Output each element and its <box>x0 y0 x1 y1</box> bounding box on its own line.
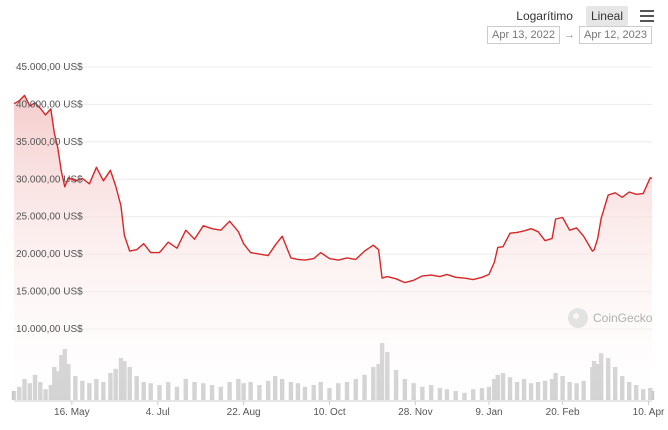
y-tick-label: 15.000,00 US$ <box>16 287 83 298</box>
price-series-line <box>13 94 653 284</box>
y-tick-label: 10.000,00 US$ <box>16 324 83 335</box>
coingecko-watermark: CoinGecko <box>568 308 653 328</box>
x-tick-label: 16. May <box>54 407 90 418</box>
x-tick-label: 10. Apr <box>633 407 665 418</box>
x-tick-label: 9. Jan <box>475 407 502 418</box>
x-tick-label: 22. Aug <box>227 407 261 418</box>
y-tick-label: 30.000,00 US$ <box>16 174 83 185</box>
start-date-field[interactable]: Apr 13, 2022 <box>487 26 560 44</box>
x-axis-labels: 16. May 4. Jul 22. Aug 10. Oct 28. Nov 9. Jan… <box>14 400 665 418</box>
y-tick-label: 25.000,00 US$ <box>16 212 83 223</box>
end-date-field[interactable]: Apr 12, 2023 <box>579 26 652 44</box>
y-tick-label: 45.000,00 US$ <box>16 62 83 73</box>
y-tick-label: 35.000,00 US$ <box>16 137 83 148</box>
hamburger-menu-icon[interactable] <box>640 10 654 22</box>
price-area-fill <box>14 95 652 401</box>
linear-scale-button[interactable]: Lineal <box>585 6 628 26</box>
watermark-text: CoinGecko <box>593 311 653 325</box>
x-tick-label: 10. Oct <box>313 407 345 418</box>
y-tick-label: 40.000,00 US$ <box>16 99 83 110</box>
price-line <box>13 94 653 284</box>
chart-toolbar: Logarítimo Lineal <box>511 6 654 26</box>
y-tick-label: 20.000,00 US$ <box>16 249 83 260</box>
gecko-eye-icon <box>573 313 579 319</box>
range-arrow-icon: → <box>564 29 575 41</box>
x-tick-label: 4. Jul <box>146 407 170 418</box>
date-range-picker: Apr 13, 2022 → Apr 12, 2023 <box>487 26 652 44</box>
x-tick-label: 28. Nov <box>398 407 432 418</box>
y-axis-labels: 10.000,00 US$ 15.000,00 US$ 20.000,00 US$ 2… <box>16 62 83 335</box>
log-scale-button[interactable]: Logarítimo <box>516 9 573 23</box>
price-area <box>14 95 652 401</box>
x-tick-label: 20. Feb <box>546 407 580 418</box>
